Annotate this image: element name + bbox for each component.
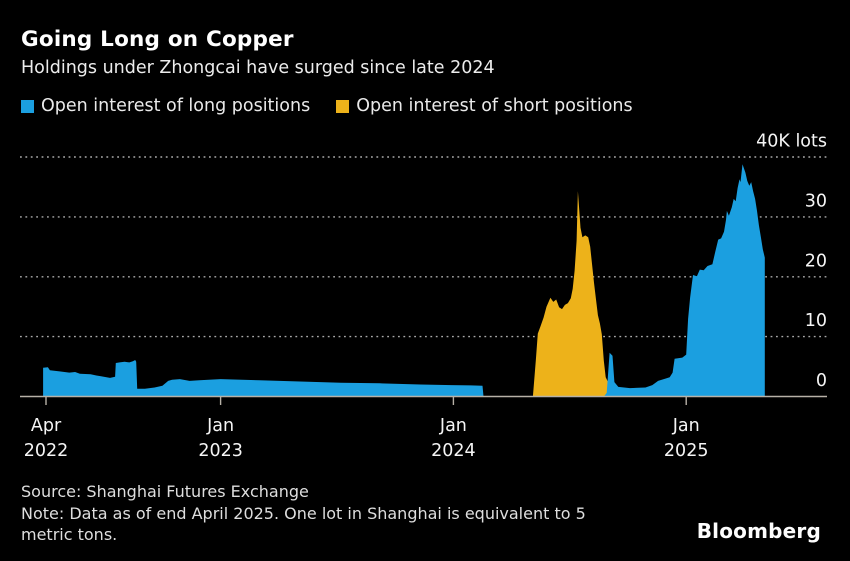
legend-item-short: Open interest of short positions	[336, 96, 633, 116]
chart-subtitle: Holdings under Zhongcai have surged sinc…	[21, 58, 495, 78]
chart-plot-area: Apr 2022 Jan 2023 Jan 2024 Jan 2025 40K lots 30 20…	[20, 132, 827, 461]
x-tick-label-month: Jan	[672, 416, 700, 436]
area-short	[532, 191, 619, 397]
x-tick-label-year: 2024	[431, 441, 476, 461]
legend-swatch-long-icon	[21, 99, 34, 113]
x-tick-label-year: 2023	[198, 441, 243, 461]
area-long	[43, 164, 765, 397]
legend-label-long: Open interest of long positions	[41, 96, 311, 116]
y-tick-label-0: 0	[816, 371, 827, 391]
y-tick-label-30: 30	[805, 191, 827, 211]
y-tick-label-40: 40K lots	[756, 132, 827, 152]
x-tick-label-month: Jan	[439, 416, 467, 436]
legend-label-short: Open interest of short positions	[356, 96, 633, 116]
footnote-line2: metric tons.	[21, 525, 118, 544]
footer: Source: Shanghai Futures Exchange Note: …	[21, 481, 586, 546]
x-tick-label-month: Jan	[206, 416, 234, 436]
footnote-line1: Note: Data as of end April 2025. One lot…	[21, 503, 586, 523]
x-tick-label-year: 2025	[664, 441, 709, 461]
x-tick-label-year: 2022	[24, 441, 69, 461]
y-tick-label-20: 20	[805, 251, 827, 271]
bloomberg-logo: Bloomberg	[696, 519, 821, 543]
source-note: Source: Shanghai Futures Exchange	[21, 482, 309, 501]
legend-swatch-short-icon	[336, 99, 350, 113]
chart-title: Going Long on Copper	[21, 27, 294, 52]
y-tick-label-10: 10	[805, 311, 827, 331]
legend-item-long: Open interest of long positions	[21, 96, 310, 116]
x-tick-label-month: Apr	[31, 416, 62, 436]
legend: Open interest of long positions Open int…	[21, 96, 633, 116]
